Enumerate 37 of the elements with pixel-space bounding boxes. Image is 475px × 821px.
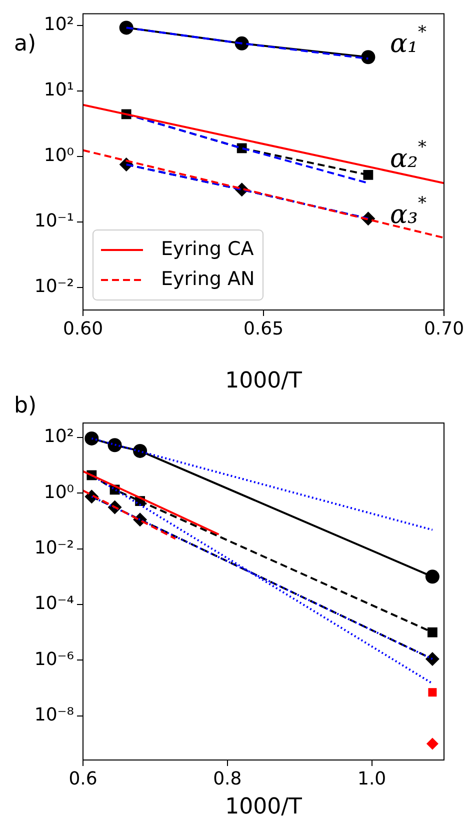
point bbox=[426, 738, 438, 750]
annotation: α₂* bbox=[390, 136, 427, 174]
y-tick-label: 10² bbox=[44, 14, 74, 36]
point bbox=[133, 444, 148, 458]
y-tick-label: 10⁰ bbox=[44, 482, 74, 503]
x-tick-label: 0.8 bbox=[213, 768, 242, 790]
y-tick-label: 10¹ bbox=[44, 79, 74, 100]
y-tick-label: 10² bbox=[44, 426, 74, 448]
text: b) bbox=[14, 394, 37, 419]
y-tick-label: 10⁻² bbox=[34, 537, 74, 558]
point bbox=[361, 50, 376, 64]
point bbox=[428, 688, 437, 697]
y-tick-label: 10⁻⁴ bbox=[34, 593, 74, 614]
point bbox=[363, 170, 374, 180]
annotation: α₃* bbox=[390, 192, 427, 230]
point bbox=[425, 652, 440, 666]
y-tick-label: 10⁰ bbox=[44, 144, 74, 166]
y-tick-label: 10⁻⁸ bbox=[34, 704, 74, 726]
point bbox=[425, 570, 440, 584]
x-axis-title: 1000/T bbox=[225, 794, 302, 820]
x-tick-label: 0.70 bbox=[424, 318, 464, 340]
point bbox=[119, 20, 134, 35]
point bbox=[428, 627, 438, 638]
point bbox=[84, 431, 99, 446]
x-tick-label: 0.6 bbox=[68, 768, 98, 790]
y-tick-label: 10⁻² bbox=[34, 276, 74, 297]
y-tick-label: 10⁻¹ bbox=[34, 210, 74, 232]
legend-label: Eyring CA bbox=[161, 238, 254, 260]
annotation: α₁* bbox=[390, 22, 427, 59]
x-tick-label: 1.0 bbox=[357, 768, 386, 790]
x-tick-label: 0.60 bbox=[62, 318, 104, 340]
point bbox=[108, 438, 122, 452]
x-axis-title: 1000/T bbox=[225, 368, 302, 394]
x-tick-label: 0.65 bbox=[243, 318, 284, 340]
legend-label: Eyring AN bbox=[161, 268, 255, 290]
text: a) bbox=[14, 32, 36, 57]
y-tick-label: 10⁻⁶ bbox=[34, 648, 74, 670]
